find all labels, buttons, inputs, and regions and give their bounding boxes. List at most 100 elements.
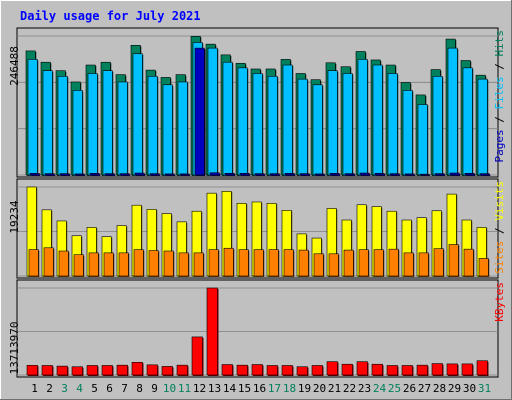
bar-kbytes-day-21: [326, 361, 338, 376]
x-tick-label: 1: [31, 382, 38, 395]
bar-files-day-25: [387, 73, 398, 176]
bar-kbytes-day-14: [221, 364, 233, 376]
bar-sites-day-8: [133, 249, 144, 277]
bar-kbytes-day-20: [311, 365, 323, 376]
bar-pages-day-17: [269, 173, 280, 176]
bar-pages-day-26: [404, 173, 415, 176]
bar-pages-day-12: [194, 47, 205, 176]
x-axis-labels: 1 2 3 4 5 6 7 8 9 10 11 12 13 14 15 16 17 18 19 20 21 22 23 24 2…: [31, 382, 491, 395]
y-max-label: 19234: [8, 200, 21, 233]
bar-pages-day-5: [89, 173, 100, 176]
bar-kbytes-day-3: [56, 365, 68, 376]
x-tick-label: 23: [358, 382, 371, 395]
x-tick-label: 11: [178, 382, 191, 395]
bar-pages-day-9: [149, 173, 160, 176]
bar-pages-day-6: [104, 173, 115, 176]
bar-pages-day-20: [314, 173, 325, 176]
legend-separator: /: [493, 57, 506, 77]
bar-pages-day-19: [299, 173, 310, 176]
bar-sites-day-25: [388, 248, 399, 277]
bar-files-day-23: [357, 59, 368, 176]
bar-sites-day-20: [313, 253, 324, 277]
bar-kbytes-day-25: [386, 365, 398, 376]
bar-kbytes-day-8: [131, 362, 143, 376]
bar-kbytes-day-18: [281, 365, 293, 376]
bar-kbytes-day-22: [341, 363, 353, 376]
bar-files-day-17: [267, 76, 278, 176]
bar-kbytes-day-26: [401, 365, 413, 376]
x-tick-label: 30: [463, 382, 476, 395]
x-tick-label: 19: [298, 382, 311, 395]
bar-files-day-7: [117, 81, 128, 176]
x-tick-label: 8: [136, 382, 143, 395]
bar-kbytes-day-24: [371, 363, 383, 376]
bar-sites-day-18: [283, 249, 294, 277]
x-tick-label: 6: [106, 382, 113, 395]
x-tick-label: 9: [151, 382, 158, 395]
bar-sites-day-2: [43, 247, 54, 277]
bar-pages-day-4: [74, 173, 85, 176]
bar-sites-day-12: [193, 252, 204, 277]
bar-sites-day-1: [28, 249, 39, 277]
bar-files-day-4: [72, 90, 83, 176]
bar-sites-day-19: [298, 249, 309, 277]
legend-hits: Hits: [493, 30, 506, 57]
x-tick-label: 12: [193, 382, 206, 395]
bar-pages-day-18: [284, 173, 295, 176]
bar-sites-day-16: [253, 249, 264, 277]
bar-files-day-13: [207, 47, 218, 176]
panel-3: 13713970 KBytes: [8, 279, 506, 378]
bar-kbytes-day-1: [26, 364, 38, 376]
bar-sites-day-11: [178, 252, 189, 277]
bar-files-day-6: [102, 70, 113, 176]
bar-files-day-31: [477, 78, 488, 176]
bar-sites-day-14: [223, 247, 234, 277]
x-tick-label: 16: [253, 382, 266, 395]
legend-visits: Visits: [493, 181, 506, 221]
x-tick-label: 22: [343, 382, 356, 395]
x-tick-label: 26: [403, 382, 416, 395]
legend-files: Files: [493, 76, 506, 109]
bar-sites-day-15: [238, 249, 249, 277]
x-tick-label: 31: [478, 382, 491, 395]
x-tick-label: 14: [223, 382, 237, 395]
x-tick-label: 25: [388, 382, 401, 395]
x-tick-label: 29: [448, 382, 461, 395]
bar-pages-day-25: [389, 173, 400, 176]
bar-pages-day-10: [164, 173, 175, 176]
bar-kbytes-day-23: [356, 361, 368, 376]
bar-files-day-29: [447, 47, 458, 176]
bar-kbytes-day-16: [251, 364, 263, 376]
bar-sites-day-6: [103, 252, 114, 277]
bar-pages-day-14: [224, 173, 235, 176]
bar-pages-day-27-shadow: [421, 175, 431, 176]
bar-files-day-24: [372, 64, 383, 176]
bar-pages-day-15: [239, 173, 250, 176]
bar-kbytes-day-7: [116, 364, 128, 376]
bar-files-day-1: [27, 59, 38, 176]
bar-sites-day-23: [358, 249, 369, 277]
x-tick-label: 20: [313, 382, 326, 395]
bar-sites-day-4: [73, 254, 84, 277]
bar-kbytes-day-13: [206, 287, 218, 376]
bar-pages-day-11: [179, 173, 190, 176]
x-tick-label: 24: [373, 382, 387, 395]
bar-kbytes-day-19: [296, 366, 308, 376]
panel-border: [16, 279, 499, 378]
panel-2: 19234 Sites / Visits: [8, 178, 506, 279]
bar-pages-day-29: [449, 172, 460, 176]
bar-files-day-18: [282, 64, 293, 176]
bar-pages-day-30: [464, 173, 475, 176]
bar-files-day-10: [162, 84, 173, 176]
bar-pages-day-10-shadow: [166, 174, 176, 176]
x-tick-label: 21: [328, 382, 341, 395]
bar-pages-day-2: [44, 173, 55, 176]
bar-sites-day-21: [328, 253, 339, 277]
bar-pages-day-24: [374, 173, 385, 176]
bar-pages-day-16: [254, 173, 265, 176]
bar-files-day-27: [417, 104, 428, 176]
bar-files-day-2: [42, 70, 53, 176]
x-tick-label: 4: [76, 382, 83, 395]
x-tick-label: 18: [283, 382, 296, 395]
bar-sites-day-3: [58, 250, 69, 277]
